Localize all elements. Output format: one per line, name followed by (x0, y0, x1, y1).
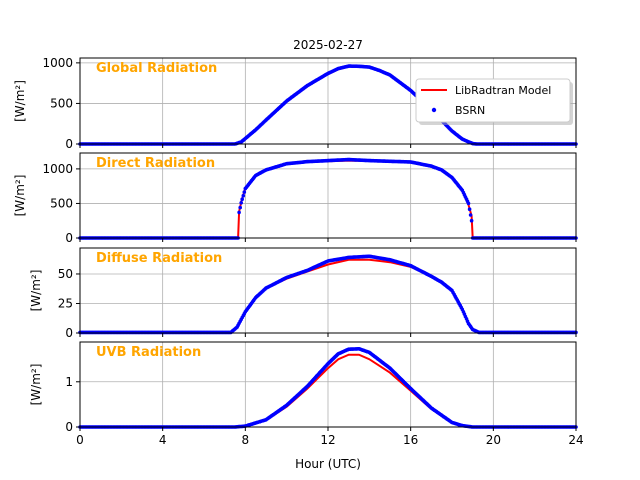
y-tick-label: 50 (58, 267, 73, 281)
x-tick-label: 0 (76, 433, 84, 447)
panel-2: 0 500 1000 Direct Radiation [W/m²] (13, 152, 578, 245)
x-tick-label: 12 (320, 433, 335, 447)
y-tick-label: 0 (65, 326, 73, 340)
legend-label: LibRadtran Model (455, 84, 551, 97)
bsrn-point (241, 193, 246, 198)
legend-box (415, 78, 571, 123)
x-tick-label: 16 (403, 433, 418, 447)
legend-label: BSRN (455, 104, 485, 117)
panel-title: Global Radiation (96, 61, 217, 76)
legend: LibRadtran Model BSRN (415, 78, 573, 125)
y-tick-label: 1000 (42, 56, 73, 70)
bsrn-point (237, 210, 241, 215)
bsrn-series (78, 64, 578, 146)
y-axis-label: [W/m²] (13, 80, 27, 122)
y-tick-label: 0 (65, 420, 73, 434)
x-tick-label: 4 (159, 433, 167, 447)
panel-3: 0 25 50 Diffuse Radiation [W/m²] (29, 247, 578, 340)
y-axis-label: [W/m²] (13, 175, 27, 217)
bsrn-point (239, 201, 243, 205)
y-tick-label: 0 (65, 231, 73, 245)
bsrn-point (468, 213, 473, 217)
panel-1: 0 500 1000 Global Radiation [W/m²] (13, 56, 578, 151)
bsrn-point (238, 205, 242, 210)
bsrn-point (469, 218, 474, 223)
y-axis-label: [W/m²] (29, 270, 43, 312)
y-tick-label: 500 (50, 196, 73, 210)
x-tick-label: 20 (486, 433, 501, 447)
panel-title: UVB Radiation (96, 345, 201, 360)
x-axis-label: Hour (UTC) (295, 457, 361, 471)
panel-title: Diffuse Radiation (96, 251, 222, 266)
x-tick-label: 24 (568, 433, 583, 447)
panel-title: Direct Radiation (96, 156, 215, 171)
x-tick-label: 8 (242, 433, 250, 447)
y-axis-label: [W/m²] (29, 364, 43, 406)
y-tick-label: 25 (58, 296, 73, 310)
bsrn-point (242, 190, 247, 194)
y-tick-label: 1 (65, 375, 73, 389)
panel-4: 0 1 0 4 8 12 16 20 24 UVB Radiation [W/m²] (29, 341, 584, 447)
bsrn-point (467, 207, 472, 211)
bsrn-point (240, 197, 244, 201)
legend-swatch-dot (431, 107, 437, 113)
figure-title: 2025-02-27 (293, 38, 363, 52)
y-tick-label: 500 (50, 96, 73, 110)
y-tick-label: 0 (65, 137, 73, 151)
bsrn-series (78, 347, 578, 429)
y-tick-label: 1000 (42, 162, 73, 176)
bsrn-point (466, 201, 471, 206)
